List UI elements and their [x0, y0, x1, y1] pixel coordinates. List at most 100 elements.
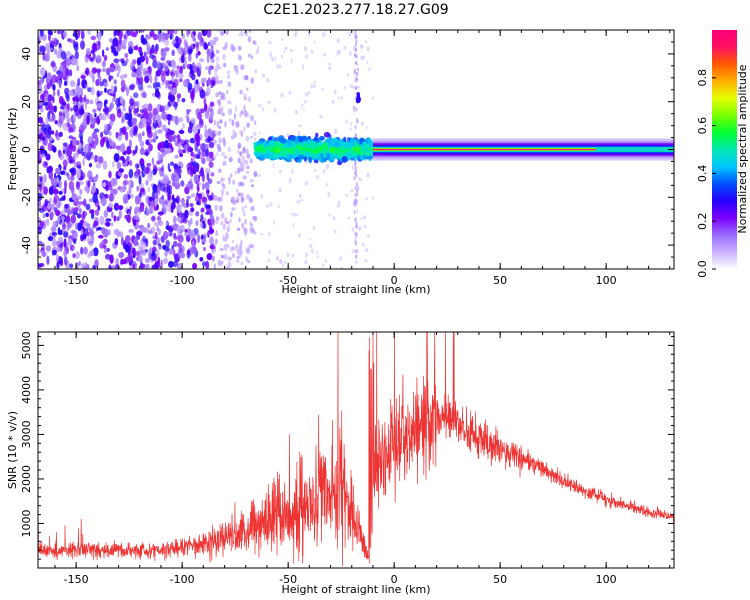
spectrogram-cell [55, 253, 60, 263]
spectrogram-cell [126, 190, 131, 196]
spectrogram-cell [277, 205, 280, 209]
spectrogram-cell [56, 30, 62, 35]
spectrogram-cell [336, 203, 340, 208]
spectrogram-cell [280, 54, 283, 59]
spectrogram-cell [91, 67, 97, 74]
spectrogram-cell [136, 106, 139, 113]
spectrogram-cell [206, 171, 210, 181]
spectrogram-cell [214, 204, 219, 211]
spectrogram-cell [204, 91, 210, 97]
spectrogram-cell [206, 30, 212, 38]
spectrogram-cell [47, 94, 53, 102]
spectrogram-cell [159, 155, 163, 161]
spectrogram-cell [281, 38, 284, 41]
spectrogram-cell [145, 118, 152, 127]
spectrogram-cell [213, 130, 218, 135]
spectrogram-cell [240, 239, 243, 246]
spectrogram-cell [346, 72, 349, 77]
spectrogram-cell [207, 77, 211, 86]
spectrogram-cell [243, 159, 249, 165]
y-tick-label: 5000 [20, 331, 33, 359]
spectrogram-cell [145, 35, 151, 40]
y-tick-label: -20 [20, 188, 33, 206]
spectrogram-cell [343, 46, 347, 50]
spectrogram-cell [115, 97, 120, 106]
spectrogram-cell [367, 155, 373, 159]
spectrogram-cell [66, 148, 73, 157]
spectrogram-cell [152, 82, 158, 89]
spectrogram-cell [220, 95, 224, 101]
spectrogram-cell [245, 256, 248, 262]
spectrogram-cell [64, 92, 70, 99]
spectrogram-cell [208, 161, 214, 168]
spectrogram-cell [59, 71, 64, 79]
spectrogram-cell [184, 209, 189, 219]
spectrogram-cell [139, 202, 145, 210]
spectrogram-cell [336, 38, 340, 44]
spectrogram-cell [295, 137, 299, 144]
spectrogram-cell [241, 155, 246, 162]
spectrogram-cell [109, 92, 116, 97]
spectrogram-cell [199, 58, 205, 62]
spectrogram-cell [226, 243, 230, 248]
spectrogram-cell [38, 156, 41, 165]
spectrogram-cell [164, 33, 170, 39]
spectrogram-cell [76, 195, 82, 200]
spectrogram-cell [247, 36, 252, 43]
spectrogram-cell [165, 220, 168, 227]
spectrogram-x-ticks: -150 -100 -50 0 50 100 [54, 30, 671, 287]
spectrogram-cell [252, 40, 256, 45]
spectrogram-cell [47, 165, 53, 174]
spectrogram-cell [112, 160, 115, 168]
spectrogram-cell [141, 191, 147, 196]
spectrogram-cell [89, 57, 94, 62]
spectrogram-cell [68, 89, 74, 97]
spectrogram-cell [47, 111, 51, 121]
spectrogram-cell [72, 96, 77, 102]
spectrogram-cell [202, 261, 207, 267]
spectrogram-cell [83, 94, 87, 102]
spectrogram-cell [354, 193, 357, 198]
spectrogram-cell [76, 213, 82, 219]
spectrogram-cell [120, 258, 127, 265]
spectrogram-cell [53, 198, 58, 205]
spectrogram-cell [187, 228, 192, 237]
spectrogram-cell [98, 114, 105, 121]
spectrogram-cell [349, 51, 352, 57]
spectrogram-cell [197, 51, 201, 56]
spectrogram-cell [308, 156, 313, 164]
spectrogram-cell [128, 139, 132, 149]
spectrogram-cell [186, 249, 191, 256]
spectrogram-cell [310, 248, 314, 254]
spectrogram-cell [351, 142, 357, 147]
spectrogram-cell [95, 68, 102, 73]
spectrogram-cell [240, 163, 245, 170]
spectrogram-cell [40, 107, 44, 113]
spectrogram-cell [56, 215, 61, 224]
spectrogram-cell [268, 249, 271, 255]
spectrogram-cell [267, 258, 271, 263]
spectrogram-cell [136, 67, 141, 77]
spectrogram-cell [152, 168, 157, 176]
spectrogram-cell [213, 263, 217, 269]
snr-line [38, 332, 674, 567]
spectrogram-cell [105, 47, 110, 51]
spectrogram-cell [148, 138, 153, 144]
spectrogram-cell [317, 142, 322, 146]
spectrogram-cell [195, 211, 200, 217]
spectrogram-cell [122, 107, 127, 112]
spectrogram-cell [88, 250, 95, 257]
spectrogram-cell [139, 55, 145, 63]
spectrogram-cell [109, 66, 115, 73]
spectrogram-cell [158, 119, 162, 128]
spectrogram-cell [47, 236, 54, 242]
spectrogram-cell [352, 105, 355, 110]
spectrogram-cell [151, 55, 157, 62]
spectrogram-cell [228, 156, 233, 163]
spectrogram-cell [123, 239, 126, 245]
spectrogram-cell [116, 72, 120, 78]
spectrogram-cell [213, 119, 216, 127]
spectrogram-cell [171, 194, 175, 202]
spectrogram-cell [322, 263, 325, 267]
spectrogram-cell [91, 184, 96, 194]
